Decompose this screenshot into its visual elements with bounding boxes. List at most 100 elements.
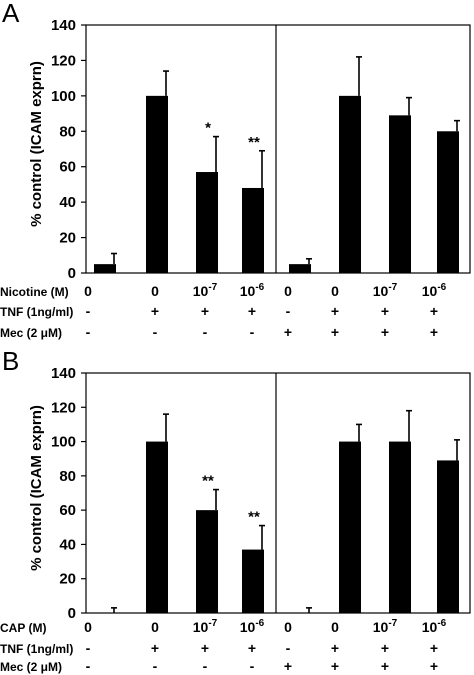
condition-row-label: TNF (1ng/ml) xyxy=(0,305,73,319)
bar xyxy=(389,441,411,613)
condition-value: + xyxy=(331,303,339,319)
bar xyxy=(242,549,264,613)
condition-value: + xyxy=(151,640,159,656)
condition-exponent: -7 xyxy=(208,618,217,629)
y-tick-label: 40 xyxy=(59,194,76,211)
condition-value: - xyxy=(86,324,91,340)
y-tick-label: 0 xyxy=(68,605,76,622)
significance-marker: ** xyxy=(202,473,214,490)
condition-value: + xyxy=(151,303,159,319)
condition-exponent: -6 xyxy=(255,282,264,293)
y-tick-label: 20 xyxy=(59,230,76,247)
condition-exponent: -6 xyxy=(255,618,264,629)
condition-row-label: CAP (M) xyxy=(0,621,46,635)
condition-value: + xyxy=(331,640,339,656)
y-tick-label: 120 xyxy=(51,52,76,69)
significance-marker: * xyxy=(205,120,211,137)
y-tick-label: 100 xyxy=(51,434,76,451)
significance-marker: ** xyxy=(248,134,260,151)
condition-row-label: TNF (1ng/ml) xyxy=(0,642,73,656)
significance-marker: ** xyxy=(248,509,260,526)
condition-value: + xyxy=(331,324,339,340)
chart-panel-b: B 0 20 40 60 80 100 120 140 % control (ICAM exprn… xyxy=(0,346,471,674)
condition-value: + xyxy=(381,324,389,340)
y-tick-label: 20 xyxy=(59,571,76,588)
condition-value: - xyxy=(286,303,291,319)
condition-value: + xyxy=(331,658,339,674)
condition-value: + xyxy=(201,303,209,319)
condition-value: 0 xyxy=(84,619,92,635)
y-tick-label: 140 xyxy=(51,365,76,382)
condition-value: - xyxy=(86,303,91,319)
condition-value: 10-6 xyxy=(422,618,447,635)
condition-exponent: -7 xyxy=(388,618,397,629)
bar xyxy=(389,115,411,273)
condition-value: + xyxy=(201,640,209,656)
condition-value: + xyxy=(430,658,438,674)
y-tick-label: 60 xyxy=(59,502,76,519)
condition-value: - xyxy=(203,658,208,674)
condition-row-label: Mec (2 μM) xyxy=(0,660,62,674)
condition-value: - xyxy=(153,658,158,674)
y-tick-label: 0 xyxy=(68,265,76,282)
y-axis-label: % control (ICAM exprn) xyxy=(28,405,45,571)
y-tick-label: 140 xyxy=(51,17,76,34)
condition-value: 10-7 xyxy=(193,282,218,299)
condition-value: + xyxy=(430,640,438,656)
y-tick-label: 40 xyxy=(59,536,76,553)
condition-value: 10-7 xyxy=(373,618,398,635)
y-tick-label: 120 xyxy=(51,399,76,416)
condition-exponent: -7 xyxy=(208,282,217,293)
condition-exponent: -6 xyxy=(437,282,446,293)
condition-value: 10-7 xyxy=(373,282,398,299)
condition-value: 0 xyxy=(151,283,159,299)
condition-value: 0 xyxy=(331,283,339,299)
condition-value: + xyxy=(381,658,389,674)
plot-frame xyxy=(85,24,471,274)
condition-value: 10-6 xyxy=(422,282,447,299)
condition-value: + xyxy=(430,324,438,340)
chart-panel-a: A 0 20 40 60 80 100 120 140 % control (ICAM exprn… xyxy=(0,0,471,340)
condition-value: 0 xyxy=(151,619,159,635)
bar xyxy=(339,441,361,613)
y-axis-label: % control (ICAM exprn) xyxy=(28,61,45,227)
condition-row-label: Nicotine (M) xyxy=(0,285,69,299)
condition-value: + xyxy=(381,303,389,319)
condition-value: 0 xyxy=(284,619,292,635)
bar xyxy=(146,441,168,613)
condition-value: + xyxy=(248,303,256,319)
y-tick-label: 60 xyxy=(59,159,76,176)
panel-label: B xyxy=(2,346,19,376)
bar xyxy=(289,264,311,273)
condition-value: - xyxy=(250,324,255,340)
bar xyxy=(437,131,459,273)
condition-value: - xyxy=(86,658,91,674)
condition-value: 0 xyxy=(84,283,92,299)
condition-value: - xyxy=(86,640,91,656)
condition-exponent: -6 xyxy=(437,618,446,629)
condition-value: - xyxy=(153,324,158,340)
bar xyxy=(196,510,218,613)
condition-value: 10-6 xyxy=(240,282,265,299)
bar xyxy=(242,187,264,273)
condition-value: - xyxy=(286,640,291,656)
panel-label: A xyxy=(2,0,20,28)
bar xyxy=(94,264,116,273)
condition-value: 10-7 xyxy=(193,618,218,635)
bar xyxy=(146,95,168,273)
condition-value: + xyxy=(248,640,256,656)
condition-value: 10-6 xyxy=(240,618,265,635)
condition-value: + xyxy=(284,658,292,674)
condition-value: + xyxy=(430,303,438,319)
condition-value: + xyxy=(284,324,292,340)
condition-value: - xyxy=(250,658,255,674)
y-tick-label: 80 xyxy=(59,468,76,485)
bar xyxy=(339,95,361,273)
condition-value: + xyxy=(381,640,389,656)
y-tick-label: 80 xyxy=(59,123,76,140)
bar xyxy=(437,460,459,613)
condition-value: - xyxy=(203,324,208,340)
bar xyxy=(196,172,218,273)
condition-row-label: Mec (2 μM) xyxy=(0,326,62,340)
